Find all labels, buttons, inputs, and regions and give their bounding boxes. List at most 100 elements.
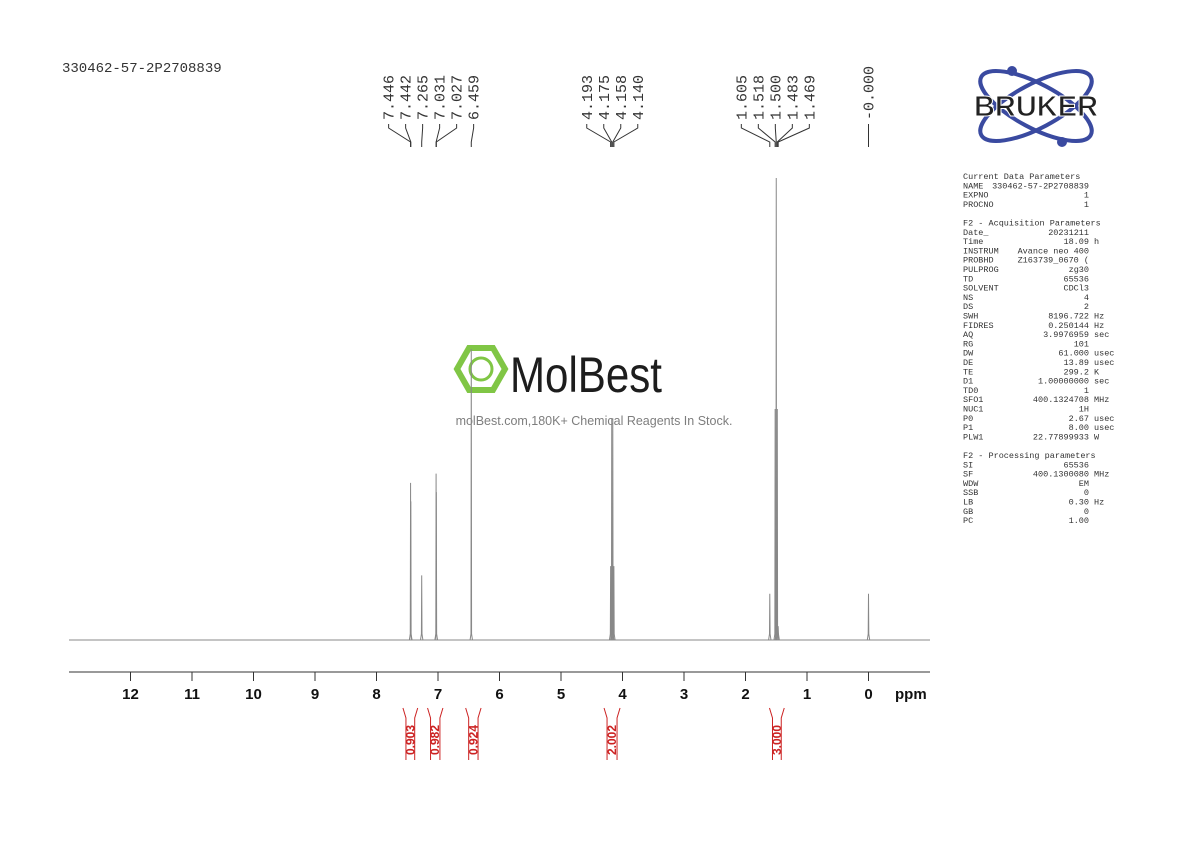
peak [434, 492, 439, 641]
integral-bracket [769, 707, 785, 760]
param-value: 0 [1084, 507, 1089, 517]
param-name: PROBHD [963, 256, 994, 266]
peak-label: 1.483 [785, 75, 802, 120]
integral-bracket [402, 707, 419, 760]
peak [612, 566, 616, 641]
logo-text: BRUKER [974, 91, 1098, 123]
peak-leader [740, 124, 771, 147]
param-value: 61.000 [1058, 349, 1089, 359]
param-value: 13.89 [1063, 358, 1089, 368]
integral-bracket [465, 707, 482, 760]
integral-value: 0.982 [428, 725, 442, 755]
param-value: 1 [1084, 191, 1089, 201]
peak-leader [777, 124, 810, 147]
peak-label: 7.442 [399, 75, 416, 120]
x-tick-label: 7 [434, 686, 442, 703]
param-value: 330462-57-2P2708839 [992, 181, 1089, 191]
param-value: 20231211 [1048, 228, 1089, 238]
param-unit: Hz [1094, 321, 1104, 331]
param-value: 2.67 [1069, 414, 1089, 424]
peak-label: 1.469 [802, 75, 819, 120]
param-unit: sec [1094, 330, 1109, 340]
param-name: LB [963, 498, 973, 508]
param-name: SSB [963, 488, 978, 498]
param-name: DE [963, 358, 973, 368]
peak-label: 1.518 [751, 75, 768, 120]
peak-label: 1.500 [768, 75, 785, 120]
peak-leader [776, 124, 793, 147]
peak-leader [613, 124, 639, 147]
param-unit: usec [1094, 414, 1114, 424]
param-name: SI [963, 460, 973, 470]
peak-label: 7.265 [416, 75, 433, 120]
param-name: PLW1 [963, 432, 983, 442]
param-value: 0.30 [1069, 498, 1089, 508]
param-value: 4 [1084, 293, 1089, 303]
param-name: NUC1 [963, 405, 983, 415]
param-value: EM [1079, 479, 1089, 489]
param-unit: MHz [1094, 470, 1109, 480]
peak-leader [435, 124, 458, 147]
peak-label: 7.031 [433, 75, 450, 120]
param-name: Time [963, 237, 983, 247]
param-name: INSTRUM [963, 246, 999, 256]
param-value: 1H [1079, 405, 1089, 415]
watermark-brand: MolBest [510, 347, 662, 403]
peak-leader [421, 124, 424, 147]
x-tick-label: 5 [557, 686, 565, 703]
peak [776, 626, 780, 641]
peak-leader [470, 124, 475, 147]
param-value: 65536 [1063, 460, 1089, 470]
param-value: 400.1300080 [1033, 470, 1089, 480]
param-section-title: Current Data Parameters [963, 172, 1080, 182]
param-name: SOLVENT [963, 284, 999, 294]
peak-label: 6.459 [467, 75, 484, 120]
peak-label: 4.193 [580, 75, 597, 120]
watermark: MolBest molBest.com,180K+ Chemical Reage… [453, 345, 733, 428]
param-value: 1.00000000 [1038, 377, 1089, 387]
peak-leader [388, 124, 412, 147]
param-value: 2 [1084, 302, 1089, 312]
peak-label: 7.027 [450, 75, 467, 120]
param-unit: W [1094, 432, 1100, 442]
peak-label: 4.158 [614, 75, 631, 120]
watermark-tagline: molBest.com,180K+ Chemical Reagents In S… [456, 414, 733, 428]
param-name: EXPNO [963, 191, 989, 201]
param-name: SFO1 [963, 395, 983, 405]
integral-bracket [603, 707, 621, 760]
param-value: 3.9976959 [1043, 330, 1089, 340]
peak-leader [586, 124, 612, 147]
param-unit: MHz [1094, 395, 1109, 405]
param-name: AQ [963, 330, 973, 340]
peak [866, 593, 871, 641]
param-unit: usec [1094, 349, 1114, 359]
param-value: 1 [1084, 386, 1089, 396]
x-tick-label: 1 [803, 686, 811, 703]
param-value: Avance neo 400 [1018, 246, 1089, 256]
bruker-logo: BRUKER [973, 66, 1099, 147]
x-axis-label: ppm [895, 686, 927, 703]
param-value: 18.09 [1063, 237, 1089, 247]
peak-leader [405, 124, 412, 147]
param-value: 65536 [1063, 274, 1089, 284]
param-name: Date_ [963, 228, 989, 238]
param-value: 0.250144 [1048, 321, 1089, 331]
param-value: 22.77899933 [1033, 432, 1089, 442]
peak-label: 4.140 [631, 75, 648, 120]
param-name: PROCNO [963, 200, 994, 210]
integral-value: 0.924 [466, 725, 480, 755]
peak-label: 1.605 [734, 75, 751, 120]
peak-leader [612, 124, 622, 147]
param-name: GB [963, 507, 973, 517]
param-value: Z163739_0670 ( [1018, 256, 1089, 266]
x-tick-label: 3 [680, 686, 688, 703]
param-value: 299.2 [1063, 367, 1089, 377]
param-section-title: F2 - Processing parameters [963, 451, 1096, 461]
param-name: TD0 [963, 386, 978, 396]
peak-leader [603, 124, 613, 147]
integral-value: 3.000 [770, 725, 784, 755]
param-value: 1 [1084, 200, 1089, 210]
param-unit: K [1094, 367, 1100, 377]
